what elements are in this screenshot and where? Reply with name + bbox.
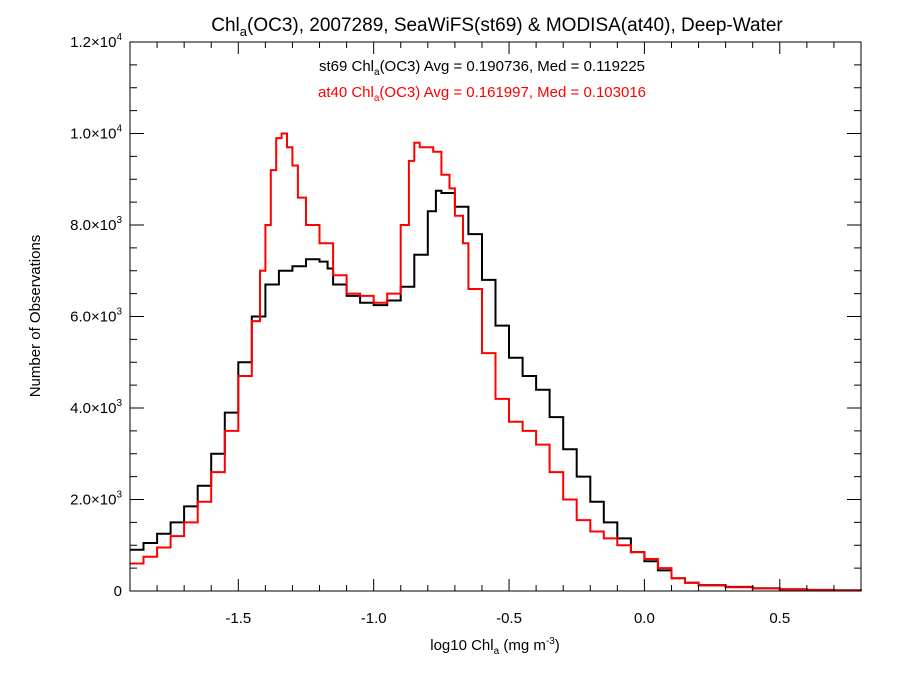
x-tick-label: -0.5	[496, 610, 522, 627]
x-axis-label: log10 Chla (mg m-3)	[430, 636, 560, 657]
y-axis-label: Number of Observations	[27, 235, 44, 398]
x-axis: -1.5 -1.0 -0.5 0.0 0.5	[129, 42, 862, 627]
series-layer	[130, 132, 862, 592]
chart-title: Chla(OC3), 2007289, SeaWiFS(st69) & MODI…	[211, 15, 783, 39]
y-tick-label: 4.0×103	[70, 398, 122, 417]
x-tick-label: 0.0	[634, 610, 655, 627]
legend-entry-st69: st69 Chla(OC3) Avg = 0.190736, Med = 0.1…	[319, 58, 645, 78]
y-tick-label: 6.0×103	[70, 307, 122, 326]
y-tick-label: 0	[114, 583, 122, 600]
x-tick-label: -1.0	[361, 610, 387, 627]
y-tick-label: 1.0×104	[70, 124, 122, 143]
series-line-at40	[130, 132, 862, 592]
y-tick-label: 8.0×103	[70, 215, 122, 234]
y-tick-label: 1.2×104	[70, 32, 122, 51]
y-tick-label: 2.0×103	[70, 490, 122, 509]
y-axis: 0 2.0×103 4.0×103 6.0×103 8.0×103 1.0×104 1.2×…	[70, 32, 861, 600]
x-tick-label: 0.5	[769, 610, 790, 627]
x-tick-label: -1.5	[225, 610, 251, 627]
legend-entry-at40: at40 Chla(OC3) Avg = 0.161997, Med = 0.1…	[318, 84, 646, 104]
